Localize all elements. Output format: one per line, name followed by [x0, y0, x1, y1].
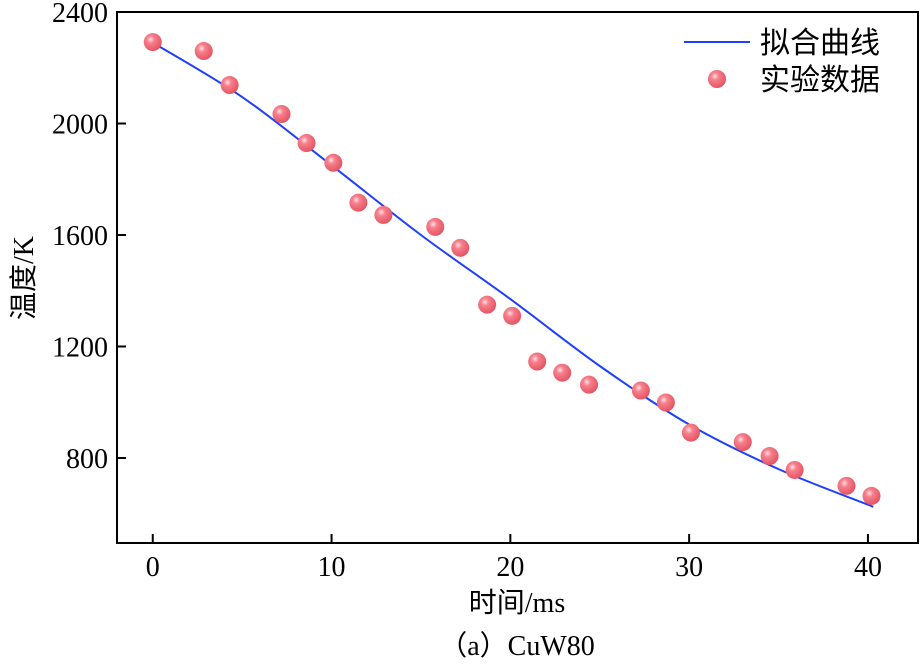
data-point — [733, 433, 752, 452]
y-tick-label: 800 — [66, 444, 108, 475]
legend-marker-swatch — [708, 70, 726, 88]
data-point — [580, 375, 599, 394]
data-point — [349, 193, 368, 212]
data-point — [528, 352, 547, 371]
x-tick-label: 10 — [318, 552, 346, 583]
legend: 拟合曲线 实验数据 — [684, 27, 880, 97]
y-tick-label: 2400 — [52, 0, 108, 29]
data-point — [862, 486, 881, 505]
data-point — [503, 306, 522, 325]
fit-curve-line — [152, 41, 874, 508]
data-point — [553, 363, 572, 382]
x-tick-label: 20 — [496, 552, 524, 583]
legend-label-fit: 拟合曲线 — [760, 27, 880, 60]
data-point — [760, 447, 779, 466]
data-point — [374, 205, 393, 224]
data-point — [426, 217, 445, 236]
y-tick-label: 1600 — [52, 221, 108, 252]
x-axis-label: 时间/ms — [469, 587, 565, 619]
y-axis: 800 1200 1600 2000 2400 — [52, 0, 126, 475]
data-point — [272, 105, 291, 124]
legend-label-data: 实验数据 — [760, 64, 880, 97]
data-point — [631, 381, 650, 400]
data-point — [220, 76, 239, 95]
data-point — [297, 134, 316, 153]
x-tick-label: 30 — [675, 552, 703, 583]
plot-frame — [116, 11, 919, 544]
data-point — [656, 393, 675, 412]
data-point — [478, 295, 497, 314]
y-axis-label: 温度/K — [8, 236, 40, 320]
data-points — [143, 33, 881, 505]
data-point — [837, 476, 856, 495]
data-point — [681, 423, 700, 442]
y-tick-label: 2000 — [52, 109, 108, 140]
x-tick-label: 0 — [146, 552, 160, 583]
data-point — [143, 33, 162, 52]
x-axis: 0 10 20 30 40 — [146, 534, 882, 583]
data-point — [451, 238, 470, 257]
data-point — [785, 460, 804, 479]
data-point — [324, 153, 343, 172]
figure-caption: （a）CuW80 — [439, 630, 595, 662]
x-tick-label: 40 — [854, 552, 882, 583]
data-point — [194, 42, 213, 61]
y-tick-label: 1200 — [52, 332, 108, 363]
